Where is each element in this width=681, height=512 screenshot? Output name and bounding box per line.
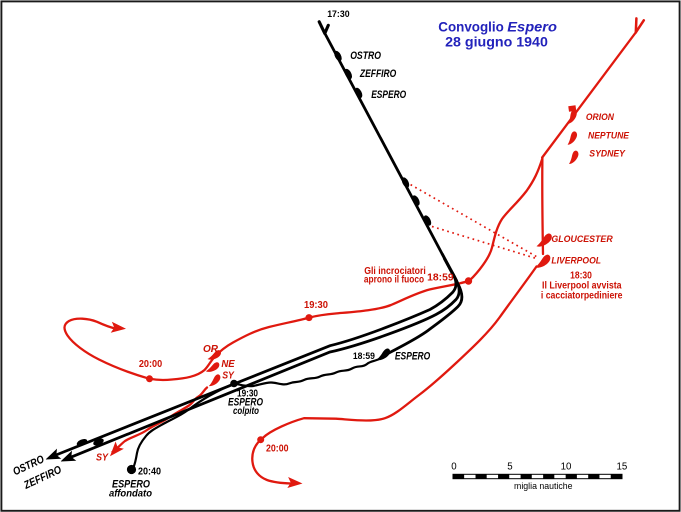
svg-text:Convoglio: Convoglio — [438, 19, 504, 35]
svg-text:OSTRO: OSTRO — [350, 50, 381, 62]
svg-text:20:00: 20:00 — [139, 359, 162, 370]
svg-text:15: 15 — [617, 461, 628, 472]
svg-text:SY: SY — [222, 370, 235, 381]
svg-text:colpito: colpito — [233, 405, 259, 417]
svg-text:ESPERO: ESPERO — [395, 351, 431, 363]
svg-text:affondato: affondato — [109, 488, 153, 500]
svg-text:SYDNEY: SYDNEY — [589, 148, 625, 159]
svg-text:5: 5 — [507, 461, 512, 472]
svg-text:SY: SY — [96, 453, 109, 464]
svg-text:0: 0 — [451, 461, 457, 472]
svg-text:LIVERPOOL: LIVERPOOL — [551, 255, 601, 266]
svg-text:28 giugno 1940: 28 giugno 1940 — [445, 33, 548, 49]
svg-text:NE: NE — [221, 359, 235, 370]
svg-text:OR: OR — [203, 344, 218, 355]
svg-text:10: 10 — [561, 461, 572, 472]
svg-text:18:59: 18:59 — [353, 351, 375, 362]
svg-text:20:00: 20:00 — [266, 443, 289, 454]
svg-text:ESPERO: ESPERO — [228, 397, 263, 409]
svg-text:miglia nautiche: miglia nautiche — [514, 481, 573, 491]
svg-text:Espero: Espero — [507, 19, 557, 35]
svg-text:Il Liverpool avvista: Il Liverpool avvista — [542, 281, 622, 292]
svg-text:17:30: 17:30 — [327, 9, 349, 19]
svg-text:i cacciatorpediniere: i cacciatorpediniere — [541, 291, 623, 302]
svg-text:20:40: 20:40 — [138, 467, 161, 478]
svg-text:NEPTUNE: NEPTUNE — [588, 129, 630, 140]
svg-text:GLOUCESTER: GLOUCESTER — [551, 233, 613, 244]
svg-text:ESPERO: ESPERO — [371, 89, 406, 101]
svg-text:19:30: 19:30 — [304, 300, 328, 311]
svg-text:ESPERO: ESPERO — [112, 479, 150, 491]
svg-text:18:30: 18:30 — [570, 270, 592, 281]
svg-text:ZEFFIRO: ZEFFIRO — [359, 68, 397, 80]
svg-text:ORION: ORION — [586, 111, 614, 122]
svg-text:Gli incrociatori: Gli incrociatori — [364, 266, 426, 277]
svg-text:18:59: 18:59 — [427, 273, 454, 284]
svg-text:19:30: 19:30 — [237, 388, 258, 399]
svg-text:aprono il fuoco: aprono il fuoco — [364, 275, 424, 286]
